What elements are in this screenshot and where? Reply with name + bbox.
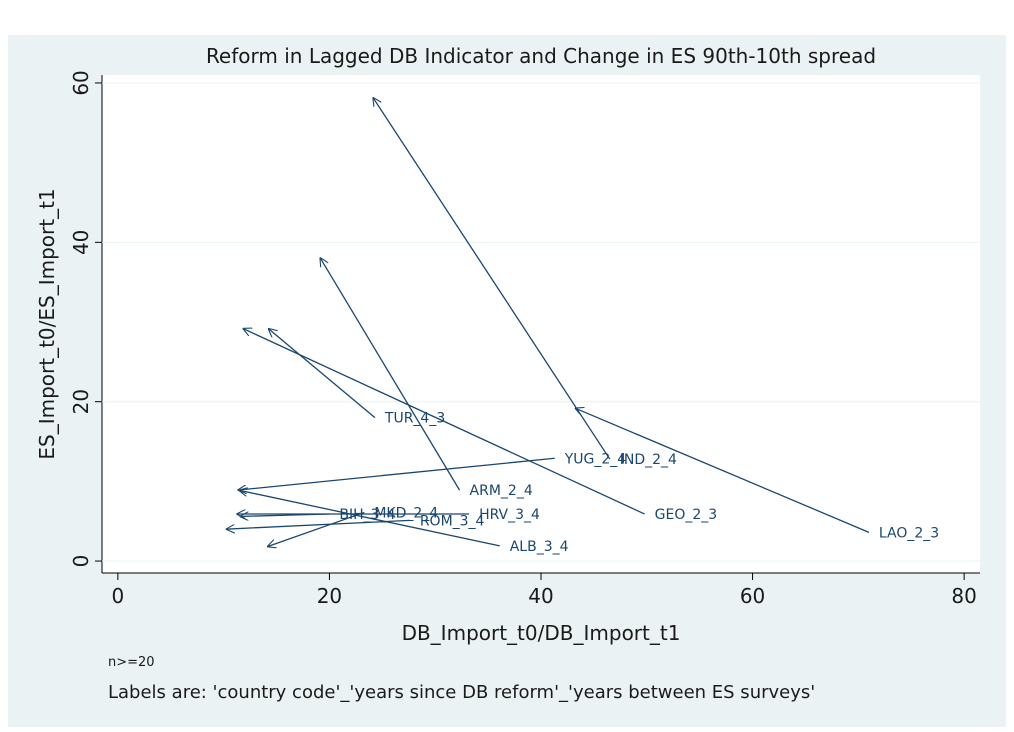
point-label: ALB_3_4 <box>510 539 569 555</box>
point-label: GEO_2_3 <box>655 507 718 523</box>
y-axis-label: ES_Import_t0/ES_Import_t1 <box>35 188 59 459</box>
y-tick-label: 0 <box>69 555 93 568</box>
arrow <box>238 490 500 547</box>
arrow <box>226 519 410 529</box>
arrow <box>237 457 555 490</box>
arrow <box>320 257 461 491</box>
y-tick-label: 20 <box>69 389 93 414</box>
x-tick-label: 60 <box>740 584 765 608</box>
arrow <box>243 328 645 515</box>
x-tick-label: 20 <box>317 584 342 608</box>
arrow <box>575 408 870 533</box>
arrow <box>240 514 330 516</box>
point-label: MKD_2_4 <box>374 505 438 521</box>
chart-title: Reform in Lagged DB Indicator and Change… <box>206 44 876 68</box>
note: n>=20 <box>108 655 155 670</box>
plot-area <box>102 75 980 573</box>
x-tick-label: 80 <box>951 584 976 608</box>
point-label: BIH_3_4 <box>339 507 395 523</box>
point-label: ARM_2_4 <box>470 483 533 499</box>
x-tick-label: 0 <box>112 584 125 608</box>
point-label: HRV_3_4 <box>479 507 540 523</box>
point-label: ROM_3_4 <box>420 513 485 529</box>
point-label: IND_2_4 <box>620 452 677 468</box>
point-label: LAO_2_3 <box>879 525 939 541</box>
arrow <box>267 511 365 546</box>
y-tick-label: 40 <box>69 230 93 255</box>
point-label: YUG_2_4 <box>564 451 627 467</box>
note: Labels are: 'country code'_'years since … <box>108 682 815 703</box>
x-tick-label: 40 <box>528 584 553 608</box>
arrow <box>373 97 611 460</box>
y-tick-label: 60 <box>69 70 93 95</box>
point-label: TUR_4_3 <box>384 411 445 427</box>
x-axis-label: DB_Import_t0/DB_Import_t1 <box>402 621 681 645</box>
arrow <box>268 328 376 419</box>
